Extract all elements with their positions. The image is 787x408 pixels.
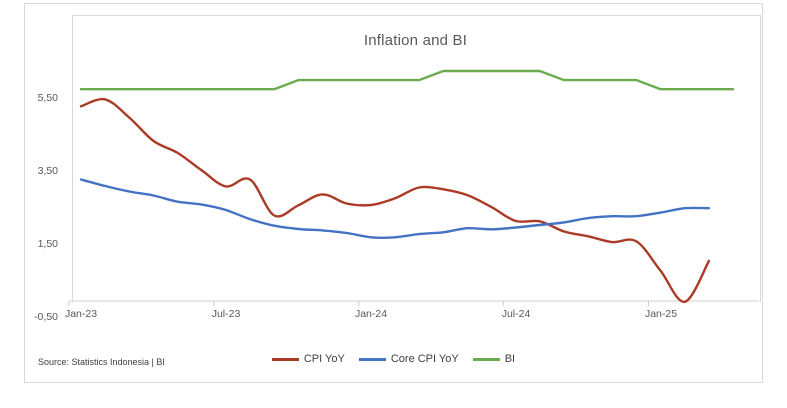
legend-swatch-line <box>358 357 386 361</box>
y-axis-tick-label: 1,50 <box>37 238 58 250</box>
legend-label: BI <box>504 353 516 365</box>
source-note: Source: Statistics Indonesia | BI <box>38 357 165 367</box>
series-line-cpi-yoy <box>79 97 711 303</box>
y-axis-tick-label: 3,50 <box>37 165 58 177</box>
series-line-core-cpi-yoy <box>79 178 711 240</box>
x-axis-tick-label: Jan-23 <box>64 308 98 320</box>
legend-swatch-line <box>472 357 500 361</box>
y-axis-tick-label: 5,50 <box>37 92 58 104</box>
legend-swatch-line <box>271 357 299 361</box>
legend-item-core-cpi-yoy: Core CPI YoY <box>358 353 459 365</box>
x-axis-tick-label: Jan-25 <box>644 308 678 320</box>
x-axis-tick-label: Jan-24 <box>354 308 388 320</box>
x-axis-tick-label: Jul-23 <box>211 308 241 320</box>
legend: CPI YoY Core CPI YoY BI <box>0 353 787 365</box>
chart-title: Inflation and BI <box>363 32 468 49</box>
legend-label: CPI YoY <box>303 353 345 365</box>
chart-frame <box>24 3 763 383</box>
series-line-bi <box>79 69 735 91</box>
x-axis-tick-label: Jul-24 <box>501 308 531 320</box>
legend-item-bi: BI <box>472 353 516 365</box>
plot-area-border <box>72 15 761 302</box>
legend-item-cpi-yoy: CPI YoY <box>271 353 345 365</box>
legend-label: Core CPI YoY <box>390 353 459 365</box>
y-axis-tick-label: -0,50 <box>34 311 58 323</box>
